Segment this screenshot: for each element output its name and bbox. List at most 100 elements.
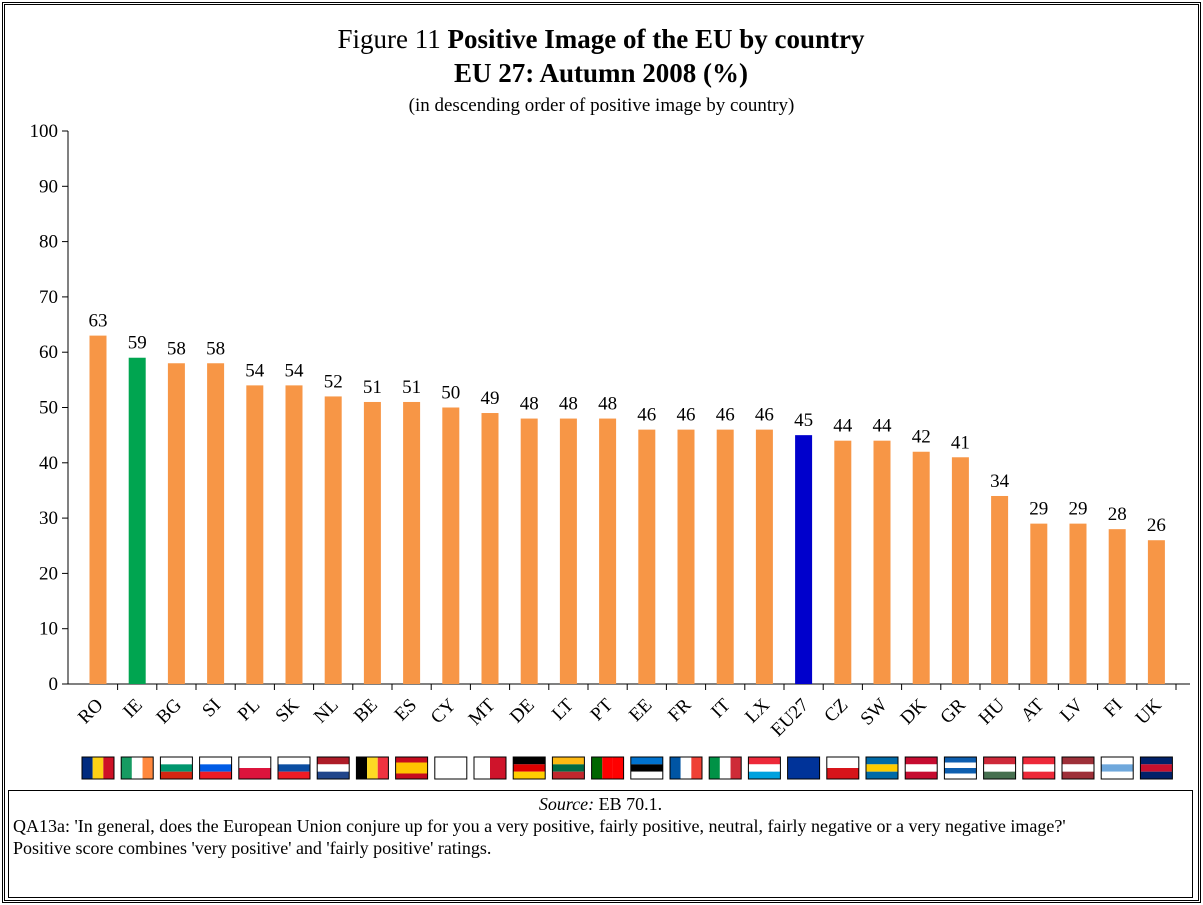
flag [904,756,938,780]
value-label: 59 [128,333,147,354]
flag [669,756,703,780]
flag-stripe [1062,764,1094,772]
flag [473,756,507,780]
bar [324,396,342,684]
bar [1030,523,1048,684]
flag-stripe [905,764,938,772]
value-label: 50 [441,383,460,404]
flag-border [120,756,154,780]
x-tick-label: RO [74,695,108,729]
value-label: 51 [363,377,382,398]
bar [1108,529,1126,684]
flag-stripe [905,757,938,765]
flag-stripe [612,757,624,779]
x-tick-label: BG [152,694,186,728]
flag-stripe [92,757,104,779]
value-label: 29 [1069,499,1088,520]
flag-stripe [238,757,271,768]
note: Positive score combines 'very positive' … [13,838,492,858]
flag-stripe [1022,757,1055,765]
flag [277,756,311,780]
flag-stripe [1101,771,1134,779]
value-label: 49 [481,388,500,409]
y-tick-label: 30 [39,508,58,529]
x-tick-label: HU [975,694,1009,728]
x-tick-label: LT [548,694,578,724]
x-tick-label: PT [587,694,618,725]
value-label: 48 [598,394,617,415]
flag-stripe [513,764,546,772]
flag [120,756,154,780]
bar [442,407,460,684]
flag-stripe [866,771,898,779]
flag-stripe [591,757,603,779]
flag-border [316,756,350,780]
bar [128,357,146,684]
bar [834,440,852,684]
value-label: 44 [833,416,853,437]
flag-border [159,756,193,780]
flag-stripe [748,771,781,779]
flag-border [355,756,389,780]
x-tick-label: UK [1132,694,1166,728]
value-label: 58 [206,338,225,359]
flag-stripe [630,757,663,765]
flag-stripe [602,757,613,779]
notes-box: Source: EB 70.1. QA13a: 'In general, doe… [8,790,1193,898]
flag-border [943,756,977,780]
x-tick-label: NL [310,695,343,728]
flag-border [904,756,938,780]
value-label: 48 [520,394,539,415]
flag-border [708,756,742,780]
flag-stripe [552,757,585,765]
flag [630,756,664,780]
bar [599,418,617,684]
value-label: 46 [716,405,735,426]
flag-border [787,756,821,780]
flag-border [591,756,625,780]
flag-border [512,756,546,780]
bar [559,418,577,684]
flag-stripe [377,757,389,779]
flag-border [199,756,233,780]
flag-stripe [944,768,977,774]
flag-stripe [691,757,702,779]
flag-stripe [199,771,232,779]
flag [434,756,468,780]
flag-stripe [160,771,193,779]
value-label: 54 [245,360,265,381]
value-label: 46 [755,405,774,426]
flag-border [81,756,115,780]
flag-stripe [160,764,193,772]
bar [991,495,1009,684]
flag [199,756,233,780]
flag-stripe [131,757,143,779]
flag-stripe [730,757,742,779]
flag [747,756,781,780]
bar [207,363,225,684]
x-tick-label: EE [625,695,656,726]
x-tick-label: IT [707,694,735,722]
flag-stripe [317,757,350,765]
bar [716,429,734,684]
value-label: 52 [324,371,343,392]
bar [520,418,538,684]
x-tick-label: MT [465,694,500,729]
flag-stripe [1101,764,1134,772]
source-label: Source: [538,794,595,814]
value-label: 42 [912,427,931,448]
flag-stripe [82,757,93,779]
flag-stripe [630,764,663,772]
flag-stripe [1140,757,1173,765]
flag-border [747,756,781,780]
bar [1147,540,1165,684]
flag [512,756,546,780]
flag-stripe [944,773,977,779]
bar [755,429,773,684]
chart-subtitle: (in descending order of positive image b… [408,95,795,116]
flag-stripe [983,757,1016,765]
x-tick-label: CZ [820,695,852,727]
flag-stripe [719,757,731,779]
y-tick-label: 90 [39,176,58,197]
x-tick-label: CY [427,694,461,728]
